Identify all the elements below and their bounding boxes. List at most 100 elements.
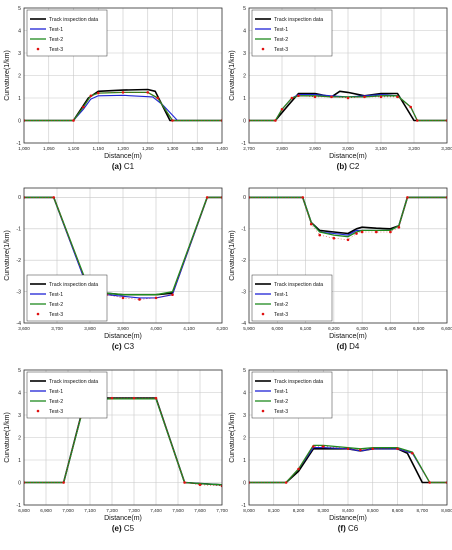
series-point-test-3 [406, 196, 409, 199]
y-tick-label: 5 [243, 6, 246, 12]
x-axis-label: Distance(m) [104, 333, 142, 340]
legend-swatch [36, 312, 40, 316]
series-line-test-3 [249, 95, 447, 121]
plot-frame [23, 7, 223, 144]
x-tick-label: 1,000 [18, 146, 30, 151]
x-tick-label: 6,800 [18, 508, 30, 513]
x-tick-label: 6,300 [356, 326, 368, 331]
x-tick-label: 3,700 [51, 326, 63, 331]
x-tick-label: 2,700 [243, 146, 255, 151]
panel-c5: 6,800 6,900 7,000 7,100 7,200 7,300 7,400 7,500… [4, 368, 228, 533]
series-point-test-3 [379, 95, 383, 99]
legend-label: Track inspection data [49, 282, 98, 288]
x-tick-label: 4,100 [183, 326, 195, 331]
series-line-test-1 [249, 196, 447, 236]
x-tick-label: 8,600 [392, 508, 404, 513]
series-line-test-3 [24, 92, 222, 121]
x-axis-label: Distance(m) [329, 153, 367, 160]
series-point-test-3 [132, 396, 136, 400]
series-point-test-3 [346, 238, 350, 242]
series-point-test-3 [397, 225, 401, 229]
series-group [249, 90, 447, 122]
legend-label: Test-1 [274, 292, 288, 298]
series-point-test-3 [72, 119, 75, 122]
panel-caption: (e) C5 [112, 524, 135, 533]
x-tick-label: 1,300 [167, 146, 179, 151]
caption-name: C6 [346, 524, 359, 533]
x-tick-label: 8,200 [293, 508, 305, 513]
series-line-track [249, 196, 447, 235]
x-tick-label: 3,600 [18, 326, 30, 331]
series-point-test-3 [389, 230, 392, 234]
y-tick-label: -1 [241, 227, 246, 233]
x-axis-label: Distance(m) [329, 333, 367, 340]
y-tick-label: 2 [243, 435, 246, 441]
series-point-test-3 [309, 222, 313, 226]
series-point-test-3 [171, 119, 174, 122]
panel-caption: (f) C6 [338, 524, 359, 533]
legend-label: Test-3 [274, 312, 288, 318]
series-point-test-3 [313, 95, 317, 99]
panel-c3: 3,600 3,700 3,800 3,900 4,000 4,100 4,200 -4 -3 -… [4, 187, 228, 351]
panel-caption: (d) D4 [337, 342, 360, 351]
series-point-test-3 [280, 107, 284, 111]
x-tick-label: 6,400 [385, 326, 397, 331]
series-point-test-3 [96, 91, 100, 95]
legend-label: Test-3 [274, 409, 288, 415]
y-tick-label: 3 [243, 51, 246, 57]
caption-name: C3 [122, 342, 135, 351]
series-line-test-2 [249, 196, 447, 238]
panel-caption: (a) C1 [112, 162, 135, 171]
legend-label: Track inspection data [274, 282, 323, 288]
legend-label: Test-1 [274, 389, 288, 395]
y-tick-label: 3 [18, 413, 21, 419]
legend-box [26, 9, 108, 57]
series-point-test-3 [321, 445, 325, 448]
caption-letter: (b) [337, 162, 348, 171]
series-point-test-3 [428, 481, 431, 484]
series-line-test-1 [24, 94, 222, 122]
x-tick-label: 7,100 [84, 508, 96, 513]
y-tick-label: -4 [241, 321, 246, 327]
series-line-test-2 [249, 444, 447, 484]
legend-box [251, 9, 333, 57]
series-line-track [249, 90, 447, 122]
x-tick-label: 6,500 [413, 326, 425, 331]
panel-caption: (b) C2 [337, 162, 360, 171]
x-tick-label: 1,250 [142, 146, 154, 151]
legend-label: Test-2 [274, 37, 288, 43]
y-tick-label: 1 [18, 96, 21, 102]
y-tick-label: 1 [243, 458, 246, 464]
x-tick-label: 7,300 [128, 508, 140, 513]
series-point-test-3 [171, 293, 174, 297]
x-tick-label: 7,500 [172, 508, 184, 513]
legend-label: Test-2 [274, 399, 288, 405]
series-point-test-3 [183, 481, 186, 484]
series-point-test-3 [121, 91, 125, 94]
panel-c2: 2,700 2,800 2,900 3,000 3,100 3,200 3,300 -1 0 1 2… [229, 6, 452, 171]
y-axis-label: Curvature(1/km) [229, 412, 236, 463]
x-tick-label: 3,900 [117, 326, 129, 331]
panel-d4: 5,900 6,000 6,100 6,200 6,300 6,400 6,500 6,600… [229, 187, 452, 351]
x-tick-label: 3,300 [441, 146, 452, 151]
series-point-test-3 [363, 95, 366, 99]
legend-swatch [36, 409, 40, 413]
y-tick-label: 5 [18, 6, 21, 12]
x-axis-label: Distance(m) [104, 153, 142, 160]
y-tick-label: -1 [241, 141, 246, 147]
caption-name: C1 [122, 162, 135, 171]
series-group [24, 396, 222, 488]
series-point-test-3 [355, 232, 358, 235]
series-line-test-3 [249, 446, 447, 483]
series-point-test-3 [290, 96, 294, 100]
series-point-test-3 [312, 445, 315, 448]
x-tick-label: 8,100 [268, 508, 280, 513]
series-point-test-3 [62, 481, 65, 484]
series-point-test-3 [110, 396, 114, 400]
y-tick-label: 2 [243, 73, 246, 79]
plot-frame [248, 7, 448, 144]
series-group [24, 196, 222, 301]
plot-frame [248, 369, 448, 506]
legend-label: Test-2 [49, 399, 63, 405]
